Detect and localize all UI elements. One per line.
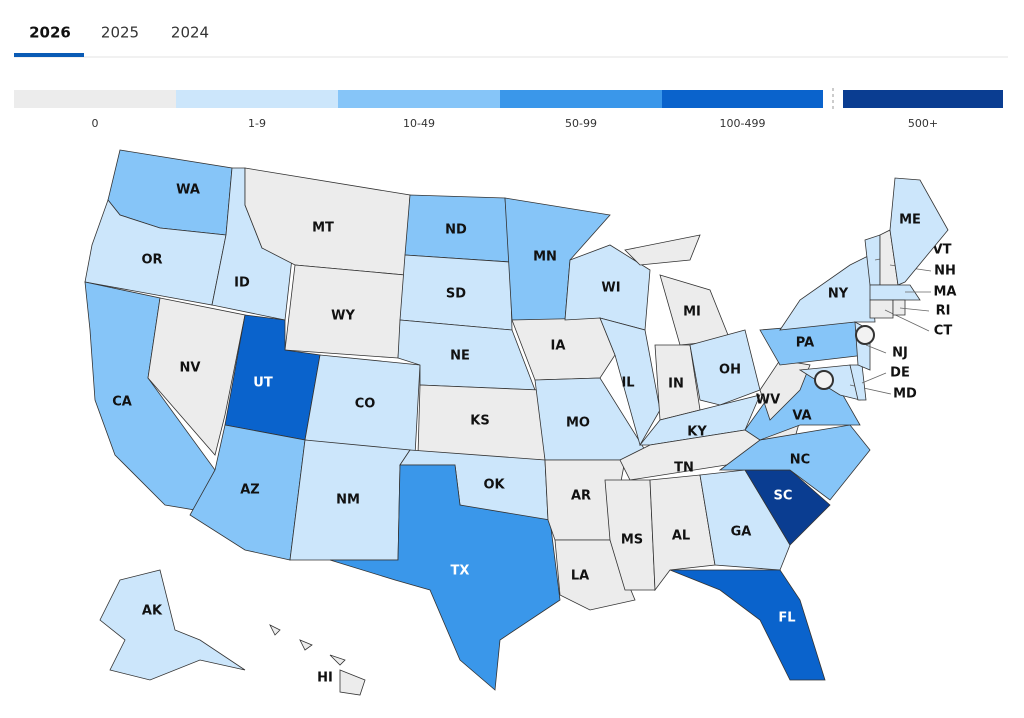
state-label: TX: [451, 564, 470, 579]
state-label: ME: [899, 213, 921, 228]
state[interactable]: [669, 569, 826, 681]
state[interactable]: [869, 284, 921, 301]
state-label: OH: [719, 363, 741, 378]
state-label: NM: [336, 493, 360, 508]
leader-line: [899, 307, 930, 312]
state-label: IN: [668, 377, 684, 392]
state-label: GA: [731, 525, 752, 540]
state[interactable]: [599, 317, 661, 447]
state-label: IL: [621, 376, 634, 391]
legend-label: 10-49: [403, 117, 435, 130]
state-label: MS: [621, 533, 643, 548]
state[interactable]: [759, 359, 811, 421]
state[interactable]: [699, 469, 791, 571]
state-label: ID: [234, 276, 250, 291]
year-tab[interactable]: 2026: [29, 24, 71, 42]
state[interactable]: [689, 329, 761, 406]
state-label: MO: [566, 416, 590, 431]
state-label: WI: [601, 281, 620, 296]
state-label: MD: [893, 387, 917, 402]
state-label: AL: [672, 529, 690, 544]
state-label: NV: [180, 361, 201, 376]
state-label: AR: [571, 489, 591, 504]
state[interactable]: [99, 569, 246, 681]
state-label: CA: [112, 395, 132, 410]
state-label: FL: [778, 611, 795, 626]
state-label: NE: [450, 349, 470, 364]
leader-line: [884, 309, 930, 332]
state-label: MI: [683, 305, 701, 320]
state-label: HI: [317, 671, 333, 686]
legend-swatch: [14, 90, 176, 108]
state-label: SC: [774, 489, 793, 504]
state-label: PA: [796, 336, 814, 351]
state-label: RI: [936, 304, 951, 319]
legend-label: 0: [92, 117, 99, 130]
state-label: NH: [934, 264, 956, 279]
state-label: CT: [934, 324, 953, 339]
legend-label: 1-9: [248, 117, 266, 130]
state-label: NJ: [892, 346, 908, 361]
state-label: UT: [253, 376, 273, 391]
state-label: DE: [890, 366, 910, 381]
state-label: OK: [483, 478, 505, 493]
marker: [855, 325, 875, 345]
state-label: TN: [674, 461, 694, 476]
marker: [814, 370, 834, 390]
state-label: CO: [355, 397, 376, 412]
state-label: LA: [571, 569, 589, 584]
state-label: ND: [445, 223, 467, 238]
state-label: VA: [792, 409, 811, 424]
state[interactable]: [147, 297, 246, 456]
legend-swatch: [662, 90, 823, 108]
state-label: MT: [312, 221, 334, 236]
legend-swatch: [338, 90, 500, 108]
state-label: IA: [551, 339, 566, 354]
leader-line: [865, 344, 887, 354]
state-label: WV: [756, 393, 780, 408]
state-label: MN: [533, 250, 557, 265]
state-label: KY: [687, 425, 707, 440]
state[interactable]: [649, 474, 716, 592]
state-label: VT: [933, 243, 952, 258]
state-label: SD: [446, 287, 466, 302]
legend-swatch: [843, 90, 1003, 108]
legend-swatch: [176, 90, 338, 108]
state[interactable]: [329, 464, 561, 691]
legend-label: 100-499: [720, 117, 766, 130]
state[interactable]: [892, 299, 906, 316]
active-tab-underline: [14, 53, 84, 57]
state-label: NY: [828, 287, 849, 302]
map: WA OR CA NV ID MT WY UT CO AZ NM ND SD NE KS OK TX MN IA MO…: [84, 149, 957, 696]
leader-line: [861, 372, 887, 384]
state-label: MA: [934, 285, 957, 300]
state[interactable]: [604, 479, 656, 591]
legend-swatch: [500, 90, 662, 108]
state-label: WY: [331, 309, 355, 324]
year-tab[interactable]: 2025: [101, 24, 139, 42]
state-label: NC: [790, 453, 810, 468]
legend-label: 500+: [908, 117, 938, 130]
legend-label: 50-99: [565, 117, 597, 130]
state[interactable]: [269, 624, 366, 696]
state-label: AK: [142, 604, 163, 619]
state-label: WA: [176, 183, 200, 198]
state-label: KS: [470, 414, 489, 429]
state[interactable]: [869, 299, 894, 319]
year-tab[interactable]: 2024: [171, 24, 209, 42]
state-label: AZ: [240, 483, 260, 498]
state-label: OR: [141, 253, 162, 268]
